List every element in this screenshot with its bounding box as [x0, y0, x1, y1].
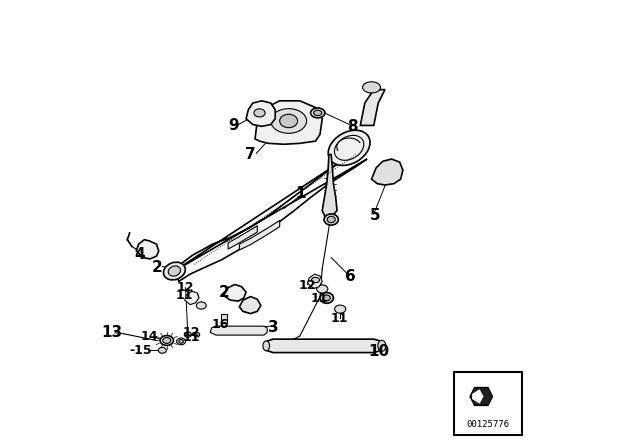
Ellipse shape [324, 214, 339, 225]
Polygon shape [239, 297, 261, 314]
Ellipse shape [323, 295, 330, 301]
Ellipse shape [335, 305, 346, 313]
Ellipse shape [317, 285, 328, 293]
Ellipse shape [179, 340, 184, 343]
Polygon shape [224, 284, 246, 301]
Ellipse shape [160, 336, 173, 345]
Text: 2: 2 [152, 260, 163, 275]
Polygon shape [307, 274, 323, 289]
Polygon shape [323, 155, 337, 217]
Text: 13: 13 [102, 325, 123, 340]
Ellipse shape [271, 109, 307, 134]
Ellipse shape [362, 82, 380, 93]
Polygon shape [470, 388, 493, 405]
Ellipse shape [263, 341, 269, 351]
Ellipse shape [327, 216, 335, 223]
Text: 1: 1 [295, 186, 305, 201]
Ellipse shape [314, 110, 322, 116]
FancyBboxPatch shape [454, 372, 522, 435]
Polygon shape [255, 101, 323, 144]
Ellipse shape [328, 130, 370, 165]
Text: 14: 14 [140, 330, 157, 344]
Text: 7: 7 [245, 146, 256, 162]
Text: 9: 9 [228, 118, 239, 133]
Ellipse shape [280, 114, 298, 128]
Ellipse shape [320, 293, 333, 303]
Ellipse shape [163, 338, 171, 344]
Polygon shape [221, 314, 227, 323]
Text: -15: -15 [129, 344, 152, 357]
Ellipse shape [189, 293, 198, 300]
Text: 3: 3 [268, 320, 278, 336]
Text: 12: 12 [182, 326, 200, 339]
Polygon shape [246, 101, 275, 126]
Polygon shape [239, 220, 280, 250]
Text: 11: 11 [182, 331, 200, 345]
Text: 12: 12 [177, 281, 195, 294]
Ellipse shape [168, 266, 180, 276]
Ellipse shape [163, 262, 186, 280]
Ellipse shape [184, 332, 191, 337]
Text: 6: 6 [345, 269, 356, 284]
Ellipse shape [194, 332, 200, 337]
Polygon shape [228, 226, 257, 249]
Text: 11: 11 [310, 292, 328, 306]
Ellipse shape [310, 108, 325, 118]
Ellipse shape [196, 302, 206, 309]
Text: 16: 16 [212, 318, 229, 332]
Text: 12: 12 [299, 279, 316, 293]
Text: 2: 2 [218, 285, 229, 300]
Text: 10: 10 [369, 344, 390, 359]
Text: 4: 4 [134, 247, 145, 262]
Ellipse shape [254, 109, 265, 117]
Polygon shape [174, 144, 367, 281]
Polygon shape [360, 90, 385, 125]
Text: 8: 8 [347, 119, 358, 134]
Polygon shape [371, 159, 403, 185]
Polygon shape [210, 326, 267, 335]
Polygon shape [472, 390, 483, 403]
Text: 5: 5 [369, 208, 380, 224]
Text: 11: 11 [330, 311, 348, 325]
Ellipse shape [312, 277, 319, 283]
Text: 11: 11 [176, 289, 193, 302]
Text: 00125776: 00125776 [467, 420, 509, 429]
Ellipse shape [177, 338, 186, 345]
Polygon shape [264, 339, 385, 353]
Polygon shape [185, 291, 199, 305]
Polygon shape [136, 240, 159, 259]
Ellipse shape [378, 340, 386, 351]
Ellipse shape [158, 348, 166, 353]
